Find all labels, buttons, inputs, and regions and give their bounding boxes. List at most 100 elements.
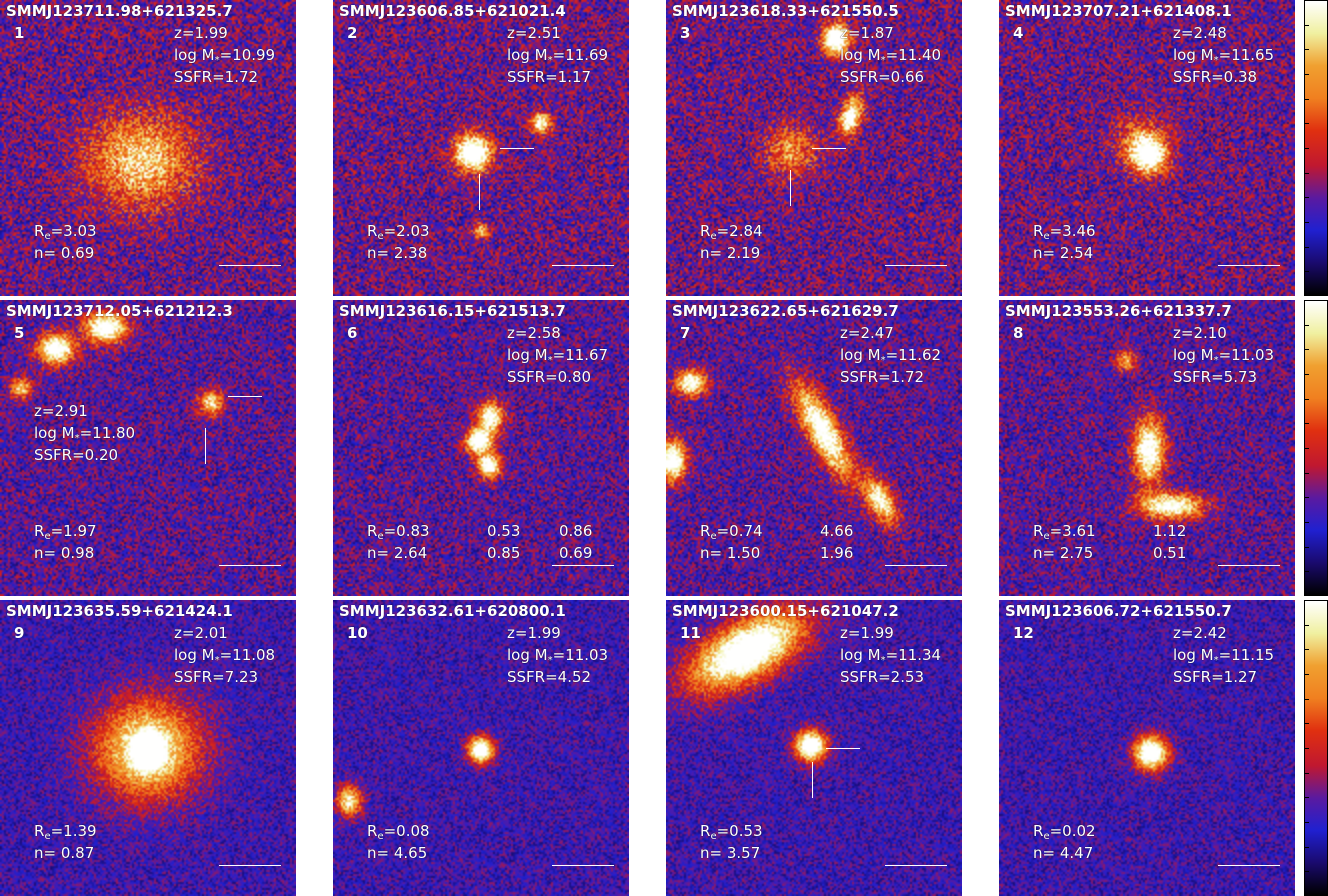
galaxy-image-8 xyxy=(999,300,1295,596)
sersic-index-label: n= 2.75 xyxy=(1033,544,1094,562)
panel-number: 8 xyxy=(1013,324,1024,342)
galaxy-image-11 xyxy=(666,600,962,896)
stellar-mass-label: log M*=11.03 xyxy=(507,646,609,666)
source-name: SMMJ123618.33+621550.5 xyxy=(672,2,899,20)
component-params-3: 0.86 0.69 xyxy=(559,520,592,564)
structural-params: Re=3.03 n= 0.69 xyxy=(34,220,97,264)
target-marker-horizontal xyxy=(500,148,534,149)
ssfr-label: SSFR=0.80 xyxy=(507,368,592,386)
source-properties: z=2.48 log M*=11.65 SSFR=0.38 xyxy=(1173,22,1274,88)
source-properties: z=2.91 log M*=11.80 SSFR=0.20 xyxy=(34,400,135,466)
stellar-mass-label: log M*=11.15 xyxy=(1173,646,1275,666)
galaxy-image-4 xyxy=(999,0,1295,296)
galaxy-panel-3: SMMJ123618.33+621550.5 3 z=1.87 log M*=11.4… xyxy=(666,0,962,296)
source-name: SMMJ123553.26+621337.7 xyxy=(1005,302,1232,320)
ssfr-label: SSFR=0.38 xyxy=(1173,68,1258,86)
colorbar-ticks-2 xyxy=(1304,300,1310,596)
panel-number: 1 xyxy=(14,24,25,42)
panel-number: 4 xyxy=(1013,24,1024,42)
source-name: SMMJ123712.05+621212.3 xyxy=(6,302,233,320)
panel-number: 6 xyxy=(347,324,358,342)
galaxy-image-7 xyxy=(666,300,962,596)
structural-params: Re=2.03 n= 2.38 xyxy=(367,220,430,264)
component-params-2: 4.66 1.96 xyxy=(820,520,853,564)
structural-params: Re=1.97 n= 0.98 xyxy=(34,520,97,564)
redshift-label: z=1.99 xyxy=(507,624,561,642)
panel-number: 5 xyxy=(14,324,25,342)
source-name: SMMJ123711.98+621325.7 xyxy=(6,2,233,20)
target-marker-vertical xyxy=(205,428,206,464)
galaxy-panel-1: SMMJ123711.98+621325.7 1 z=1.99 log M*=10.9… xyxy=(0,0,296,296)
structural-params: Re=3.46 n= 2.54 xyxy=(1033,220,1096,264)
stellar-mass-label: log M*=11.40 xyxy=(840,46,942,66)
scale-bar xyxy=(552,565,614,566)
sersic-index-label: n= 0.69 xyxy=(34,244,95,262)
source-properties: z=1.99 log M*=11.03 SSFR=4.52 xyxy=(507,622,608,688)
stellar-mass-label: log M*=11.08 xyxy=(174,646,276,666)
component-sersic: 0.85 xyxy=(487,544,521,562)
stellar-mass-label: log M*=11.62 xyxy=(840,346,942,366)
scale-bar xyxy=(552,865,614,866)
galaxy-panel-12: SMMJ123606.72+621550.7 12 z=2.42 log M*=11.… xyxy=(999,600,1295,896)
source-properties: z=2.58 log M*=11.67 SSFR=0.80 xyxy=(507,322,608,388)
source-name: SMMJ123707.21+621408.1 xyxy=(1005,2,1232,20)
structural-params: Re=0.74 n= 1.50 xyxy=(700,520,763,564)
ssfr-label: SSFR=1.17 xyxy=(507,68,592,86)
stellar-mass-label: log M*=11.80 xyxy=(34,424,136,444)
structural-params: Re=1.39 n= 0.87 xyxy=(34,820,97,864)
target-marker-vertical xyxy=(812,762,813,798)
stellar-mass-label: log M*=11.03 xyxy=(1173,346,1275,366)
source-name: SMMJ123632.61+620800.1 xyxy=(339,602,566,620)
scale-bar xyxy=(219,265,281,266)
colorbar-ticks-1 xyxy=(1304,0,1310,296)
galaxy-image-12 xyxy=(999,600,1295,896)
redshift-label: z=2.91 xyxy=(34,402,88,420)
scale-bar xyxy=(885,565,947,566)
ssfr-label: SSFR=5.73 xyxy=(1173,368,1258,386)
effective-radius-label: Re=3.46 xyxy=(1033,222,1096,242)
component-params-2: 0.53 0.85 xyxy=(487,520,520,564)
target-marker-vertical xyxy=(479,174,480,210)
ssfr-label: SSFR=0.66 xyxy=(840,68,925,86)
effective-radius-label: Re=0.08 xyxy=(367,822,430,842)
component-radius: 0.53 xyxy=(487,522,521,540)
scale-bar xyxy=(1218,865,1280,866)
target-marker-horizontal xyxy=(826,748,860,749)
galaxy-image-1 xyxy=(0,0,296,296)
source-properties: z=2.42 log M*=11.15 SSFR=1.27 xyxy=(1173,622,1274,688)
stellar-mass-label: log M*=11.67 xyxy=(507,346,609,366)
redshift-label: z=2.42 xyxy=(1173,624,1227,642)
scale-bar xyxy=(885,265,947,266)
colorbar-ticks-3 xyxy=(1304,600,1310,896)
source-properties: z=1.99 log M*=11.34 SSFR=2.53 xyxy=(840,622,941,688)
ssfr-label: SSFR=7.23 xyxy=(174,668,259,686)
component-sersic: 0.51 xyxy=(1153,544,1187,562)
effective-radius-label: Re=2.03 xyxy=(367,222,430,242)
sersic-index-label: n= 4.65 xyxy=(367,844,428,862)
redshift-label: z=2.48 xyxy=(1173,24,1227,42)
structural-params: Re=0.53 n= 3.57 xyxy=(700,820,763,864)
ssfr-label: SSFR=1.27 xyxy=(1173,668,1258,686)
sersic-index-label: n= 0.87 xyxy=(34,844,95,862)
panel-number: 3 xyxy=(680,24,691,42)
panel-number: 10 xyxy=(347,624,368,642)
sersic-index-label: n= 1.50 xyxy=(700,544,761,562)
target-marker-horizontal xyxy=(812,148,846,149)
sersic-index-label: n= 0.98 xyxy=(34,544,95,562)
effective-radius-label: Re=0.74 xyxy=(700,522,763,542)
scale-bar xyxy=(552,265,614,266)
source-name: SMMJ123600.15+621047.2 xyxy=(672,602,899,620)
panel-number: 12 xyxy=(1013,624,1034,642)
galaxy-panel-7: SMMJ123622.65+621629.7 7 z=2.47 log M*=11.6… xyxy=(666,300,962,596)
scale-bar xyxy=(219,565,281,566)
source-properties: z=1.99 log M*=10.99 SSFR=1.72 xyxy=(174,22,275,88)
source-properties: z=1.87 log M*=11.40 SSFR=0.66 xyxy=(840,22,941,88)
component-radius: 1.12 xyxy=(1153,522,1187,540)
effective-radius-label: Re=3.03 xyxy=(34,222,97,242)
redshift-label: z=1.99 xyxy=(840,624,894,642)
sersic-index-label: n= 3.57 xyxy=(700,844,761,862)
effective-radius-label: Re=0.02 xyxy=(1033,822,1096,842)
stellar-mass-label: log M*=10.99 xyxy=(174,46,276,66)
ssfr-label: SSFR=1.72 xyxy=(174,68,259,86)
scale-bar xyxy=(219,865,281,866)
